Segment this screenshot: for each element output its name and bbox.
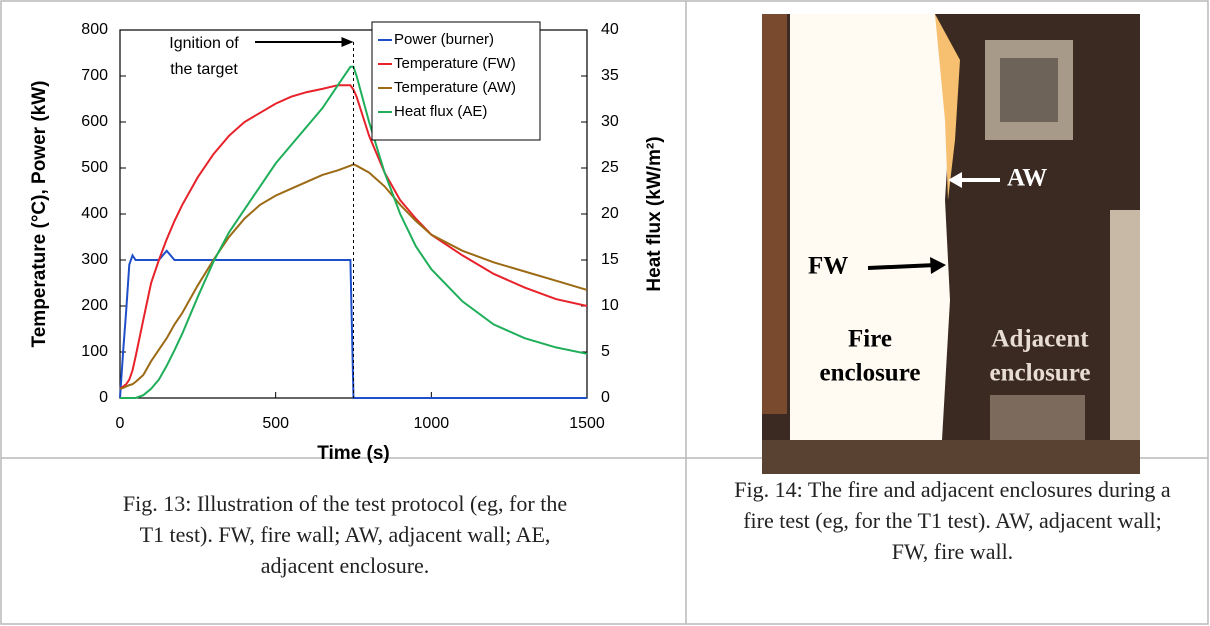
y2-tick-label: 10 (601, 297, 619, 314)
y-tick-label: 300 (81, 251, 108, 268)
photo-label: enclosure (820, 360, 921, 387)
legend-label: Heat flux (AE) (394, 103, 487, 120)
series-line (119, 84, 588, 390)
series-line (120, 65, 588, 399)
photo-label: Fire (848, 326, 892, 353)
y2-tick-label: 20 (601, 205, 619, 222)
photo-label: FW (808, 253, 848, 280)
y2-tick-label: 30 (601, 113, 619, 130)
legend-box (371, 21, 541, 141)
y2-axis-title: Heat flux (kW/m²) (644, 136, 665, 291)
x-tick-label: 0 (116, 415, 125, 432)
y2-tick-label: 5 (601, 343, 610, 360)
y2-tick-label: 15 (601, 251, 619, 268)
y-tick-label: 800 (81, 21, 108, 38)
y-tick-label: 200 (81, 297, 108, 314)
x-tick-label: 1000 (414, 415, 450, 432)
y-tick-label: 0 (99, 389, 108, 406)
y2-tick-label: 25 (601, 159, 619, 176)
legend-label: Power (burner) (394, 31, 494, 48)
photo (762, 14, 1140, 474)
series-line (119, 163, 588, 390)
x-tick-label: 1500 (569, 415, 605, 432)
legend-label: Temperature (FW) (394, 55, 516, 72)
photo-label: Adjacent (991, 326, 1089, 353)
y2-tick-label: 35 (601, 67, 619, 84)
y-tick-label: 100 (81, 343, 108, 360)
series-line (119, 249, 587, 399)
y-tick-label: 400 (81, 205, 108, 222)
caption: Fig. 13: Illustration of the test protoc… (122, 491, 568, 578)
photo-label: AW (1007, 165, 1047, 192)
y-tick-label: 500 (81, 159, 108, 176)
annotation-text: the target (170, 61, 238, 78)
x-tick-label: 500 (262, 415, 289, 432)
x-axis-title: Time (s) (317, 443, 390, 464)
y2-tick-label: 0 (601, 389, 610, 406)
caption: Fig. 14: The fire and adjacent enclosure… (734, 477, 1171, 564)
arrow-head (341, 37, 354, 47)
legend-label: Temperature (AW) (394, 79, 516, 96)
y-tick-label: 700 (81, 67, 108, 84)
chart: 0100200300400500600700800051015202530354… (29, 21, 665, 464)
y-axis-title: Temperature (°C), Power (kW) (29, 81, 50, 348)
y2-tick-label: 40 (601, 21, 619, 38)
photo-label: enclosure (990, 360, 1091, 387)
y-tick-label: 600 (81, 113, 108, 130)
annotation-text: Ignition of (169, 35, 239, 52)
